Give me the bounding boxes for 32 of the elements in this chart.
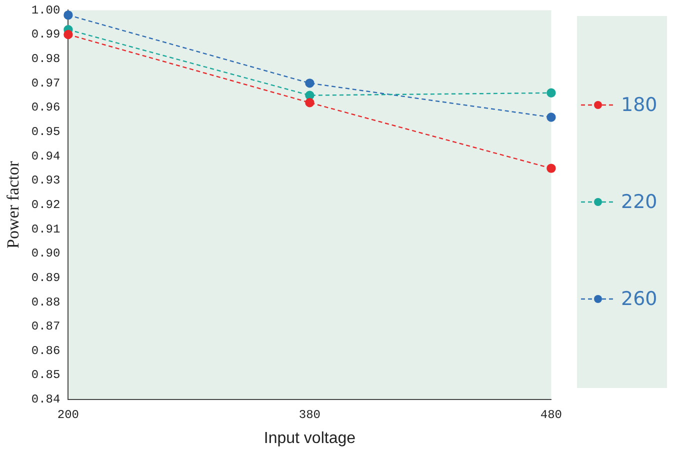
y-tick-label: 0.86 xyxy=(31,344,60,358)
x-tick-label: 380 xyxy=(298,408,321,422)
legend-label: 180 xyxy=(621,94,658,116)
y-axis-title: Power factor xyxy=(4,160,23,248)
point xyxy=(64,10,73,20)
y-tick-label: 0.95 xyxy=(31,124,60,139)
y-tick-label: 1.00 xyxy=(31,3,60,18)
x-axis-title: Input voltage xyxy=(264,430,356,447)
y-tick-label: 0.85 xyxy=(31,368,60,382)
y-tick-label: 0.89 xyxy=(31,270,60,285)
y-tick-label: 0.84 xyxy=(31,392,60,407)
x-tick-label: 480 xyxy=(540,408,562,422)
y-tick-label: 0.94 xyxy=(31,149,60,164)
y-tick-label: 0.90 xyxy=(31,246,60,261)
y-tick-label: 0.98 xyxy=(31,52,60,66)
point xyxy=(305,78,314,88)
y-tick-label: 0.92 xyxy=(31,198,60,212)
point xyxy=(546,164,556,173)
legend-label: 220 xyxy=(621,190,658,213)
y-tick-label: 0.87 xyxy=(31,320,60,334)
point xyxy=(546,88,556,98)
legend-label: 260 xyxy=(621,288,658,310)
y-tick-label: 0.99 xyxy=(31,28,60,42)
point xyxy=(64,30,73,40)
y-tick-label: 0.88 xyxy=(31,295,60,310)
x-tick-label: 200 xyxy=(57,408,80,422)
y-tick-label: 0.91 xyxy=(31,222,60,236)
y-tick-label: 0.97 xyxy=(31,76,60,90)
y-tick-label: 0.93 xyxy=(31,174,60,188)
y-tick-label: 0.96 xyxy=(31,100,60,115)
point xyxy=(546,112,556,122)
point xyxy=(305,98,314,108)
